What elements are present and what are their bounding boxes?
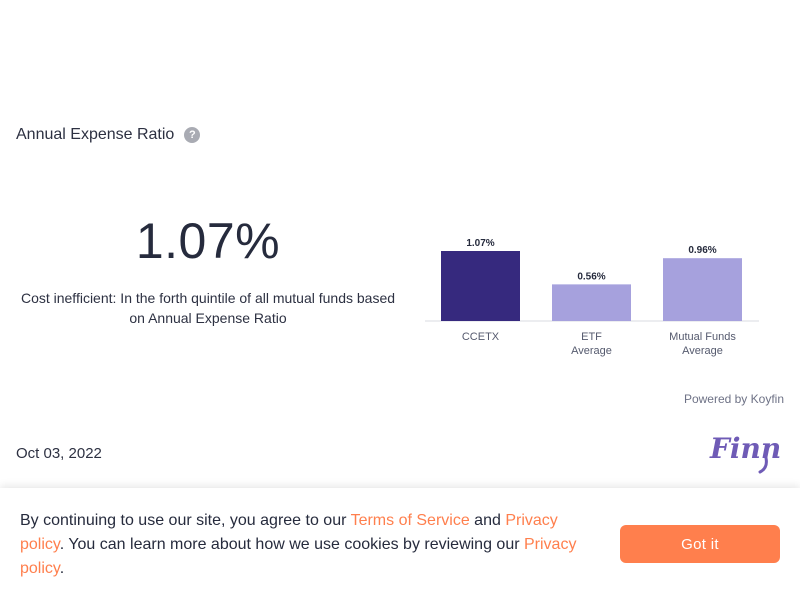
finny-logo-tail: [758, 456, 768, 474]
bar: [663, 258, 742, 321]
section-title: Annual Expense Ratio: [16, 126, 175, 143]
finny-logo: Finny: [709, 432, 780, 474]
bar-value-label: 0.56%: [577, 271, 605, 282]
category-tick-label: CCETX: [462, 331, 500, 343]
finny-logo-text: Finny: [709, 432, 780, 465]
bar: [552, 284, 631, 321]
bar-value-label: 1.07%: [466, 238, 494, 249]
category-tick-label: Average: [571, 345, 612, 357]
cookie-consent-banner: By continuing to use our site, you agree…: [0, 488, 800, 600]
expense-ratio-description: Cost inefficient: In the forth quintile …: [20, 290, 396, 326]
bar-chart-svg: 1.07% CCETX 0.56% ETF Average 0.96% Mutual Fun…: [425, 238, 759, 357]
cookie-text-part: .: [59, 560, 65, 577]
bar: [441, 251, 520, 321]
question-circle-icon[interactable]: ?: [184, 127, 201, 143]
category-tick-label: Mutual Funds: [669, 331, 736, 343]
section-header: Annual Expense Ratio ?: [16, 126, 201, 144]
cookie-text-part: . You can learn more about how we use co…: [59, 536, 524, 553]
got-it-button[interactable]: Got it: [620, 525, 780, 563]
expense-ratio-value: 1.07%: [135, 213, 281, 269]
category-tick-label: ETF: [581, 331, 602, 343]
cookie-text-part: By continuing to use our site, you agree…: [20, 512, 351, 529]
category-tick-label: Average: [682, 345, 723, 357]
privacy-policy-link[interactable]: Privacy policy: [20, 512, 558, 553]
privacy-policy-link[interactable]: Privacy policy: [20, 536, 577, 577]
terms-of-service-link[interactable]: Terms of Service: [350, 512, 470, 529]
cookie-text-part: and: [469, 512, 506, 529]
bar-value-label: 0.96%: [688, 245, 716, 256]
powered-by-link[interactable]: Powered by Koyfin: [683, 392, 784, 406]
cookie-message: By continuing to use our site, you agree…: [20, 509, 580, 581]
expense-ratio-chart: 1.07% CCETX 0.56% ETF Average 0.96% Mutual Fun…: [420, 226, 764, 366]
as-of-date: Oct 03, 2022: [16, 445, 102, 462]
